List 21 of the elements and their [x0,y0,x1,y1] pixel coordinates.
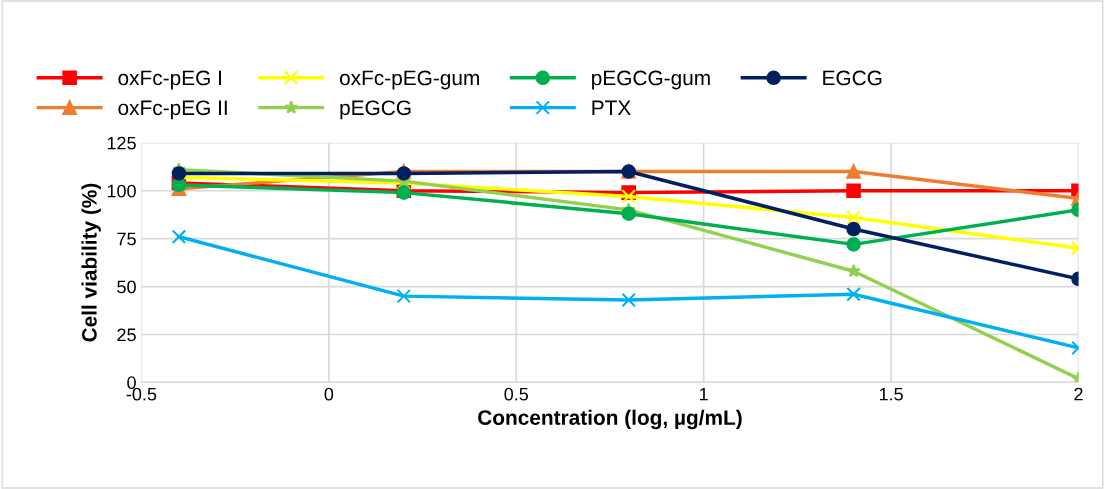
x-axis-title: Concentration (log, µg/mL) [478,409,742,430]
x-tick-label: -0.5 [126,387,157,401]
legend-label: EGCG [823,70,882,86]
y-tick-label: 25 [117,328,136,342]
y-tick-label: 125 [107,136,136,150]
legend-label: oxFc-pEG II [118,100,227,120]
y-axis-title: Cell viability (%) [81,183,101,342]
y-tick-label: 0 [127,376,136,390]
legend-label: PTX [592,100,631,115]
x-tick-label: 0.5 [504,387,529,401]
legend-label: oxFc-pEG I [118,70,221,90]
legend-label: pEGCG-gum [592,70,710,90]
y-tick-label: 75 [117,232,136,246]
x-tick-label: 1 [700,387,708,401]
legend-label: oxFc-pEG-gum [339,70,479,90]
x-tick-label: 2 [1074,387,1083,401]
y-tick-label: 100 [107,184,136,198]
x-tick-label: 0 [324,387,334,401]
x-tick-label: 1.5 [879,387,903,401]
y-tick-label: 50 [117,280,136,294]
legend-label: pEGCG [340,100,411,120]
